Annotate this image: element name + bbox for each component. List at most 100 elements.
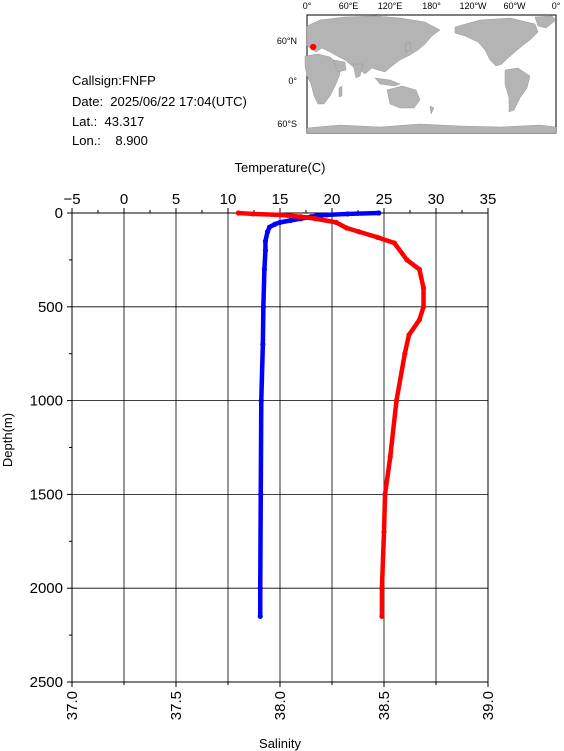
salinity-point [333, 219, 339, 225]
salinity-point [343, 225, 350, 231]
salinity-tick-label: 38.0 [272, 691, 289, 720]
land-arabia [332, 59, 347, 73]
salinity-point [387, 454, 393, 460]
depth-tick-label: 500 [38, 299, 63, 316]
temperature-point [260, 341, 266, 347]
salinity-point [404, 257, 410, 263]
temperature-tick-label: 5 [172, 191, 180, 208]
map-lon-label: 60°W [503, 1, 526, 11]
temperature-tick-label: 35 [480, 191, 497, 208]
depth-tick-label: 1500 [30, 486, 63, 503]
map-lon-label: 0° [552, 1, 561, 11]
temperature-point [261, 266, 267, 272]
temperature-point [287, 217, 293, 224]
longitude-text: Lon.: 8.900 [72, 133, 148, 148]
salinity-point [382, 491, 388, 497]
salinity-axis-title: Salinity [259, 736, 301, 751]
temperature-point [376, 210, 382, 216]
map-land [304, 15, 557, 134]
salinity-point [235, 210, 241, 216]
temperature-tick-label: 15 [272, 191, 289, 208]
date-text: Date: 2025/06/22 17:04(UTC) [72, 94, 247, 109]
salinity-point [379, 585, 385, 591]
salinity-point [393, 398, 400, 404]
salinity-point [375, 234, 381, 240]
land-australia [386, 85, 421, 109]
salinity-point [416, 266, 422, 272]
land-north-america [454, 17, 539, 67]
depth-tick-label: 2500 [30, 674, 63, 691]
temperature-point [257, 613, 263, 619]
temperature-point [258, 398, 264, 404]
salinity-point [356, 229, 362, 235]
map-lon-label: 120°W [459, 1, 487, 11]
salinity-tick-label: 37.5 [168, 691, 185, 720]
land-indonesia [374, 77, 401, 87]
depth-tick-label: 2000 [30, 580, 63, 597]
temperature-axis-title: Temperature(C) [234, 160, 325, 175]
salinity-point [391, 240, 397, 246]
salinity-point [406, 332, 412, 338]
temperature-point [272, 221, 278, 227]
location-map: 0° 60°E 120°E 180° 120°W 60°W 0° 60°N 0°… [277, 1, 561, 134]
salinity-point [381, 529, 387, 535]
temperature-tick-label: 25 [376, 191, 393, 208]
land-madagascar [338, 85, 343, 98]
temperature-point [257, 585, 263, 591]
temperature-tick-label: 0 [120, 191, 128, 208]
salinity-tick-label: 39.0 [480, 691, 497, 720]
map-lat-label: 0° [288, 76, 297, 86]
temperature-tick-label: 10 [220, 191, 237, 208]
axis-ticks [67, 208, 489, 687]
salinity-point [416, 317, 422, 323]
map-lon-label: 60°E [339, 1, 359, 11]
salinity-point [420, 285, 427, 291]
map-lon-label: 180° [422, 1, 441, 11]
map-longitude-labels: 0° 60°E 120°E 180° 120°W 60°W 0° [303, 1, 561, 11]
temperature-point [260, 304, 266, 310]
land-india [352, 63, 364, 79]
temperature-point [345, 211, 351, 217]
land-south-america [504, 67, 531, 113]
depth-tick-label: 0 [55, 205, 63, 222]
temperature-point [262, 238, 269, 244]
salinity-tick-label: 38.5 [376, 691, 393, 720]
temperature-point [267, 224, 273, 230]
callsign-text: Callsign:FNFP [72, 73, 156, 88]
salinity-point [250, 211, 256, 217]
temperature-point [264, 229, 271, 235]
salinity-tick-label: 37.0 [64, 691, 81, 720]
salinity-point [298, 214, 304, 220]
map-lon-label: 120°E [378, 1, 403, 11]
salinity-point [277, 212, 283, 218]
temperature-point [262, 247, 269, 254]
depth-tick-label: 1000 [30, 393, 63, 410]
map-lon-label: 0° [303, 1, 312, 11]
depth-axis-title: Depth(m) [0, 413, 15, 467]
salinity-point [402, 351, 408, 357]
salinity-point [420, 304, 427, 310]
land-greenland [534, 15, 557, 29]
land-eurasia [306, 15, 441, 75]
temperature-point [277, 219, 283, 225]
latitude-text: Lat.: 43.317 [72, 114, 145, 129]
temperature-point [258, 491, 264, 497]
axis-labels: −5 0 5 10 15 20 25 30 350500100015002000250037.0… [30, 191, 497, 720]
map-lat-label: 60°S [277, 119, 297, 129]
salinity-point [379, 613, 385, 619]
temperature-tick-label: 30 [428, 191, 445, 208]
salinity-series [235, 210, 427, 619]
temperature-series [257, 210, 382, 619]
land-japan [404, 41, 412, 53]
map-lat-label: 60°N [277, 36, 297, 46]
land-antarctica [306, 123, 557, 134]
station-location-marker [309, 43, 317, 51]
map-latitude-labels: 60°N 0° 60°S [277, 36, 298, 129]
land-new-zealand [429, 105, 435, 115]
temperature-tick-label: 20 [324, 191, 341, 208]
temperature-point [324, 212, 330, 218]
land-africa [304, 53, 341, 105]
salinity-point [312, 216, 318, 222]
profile-series [235, 210, 427, 619]
